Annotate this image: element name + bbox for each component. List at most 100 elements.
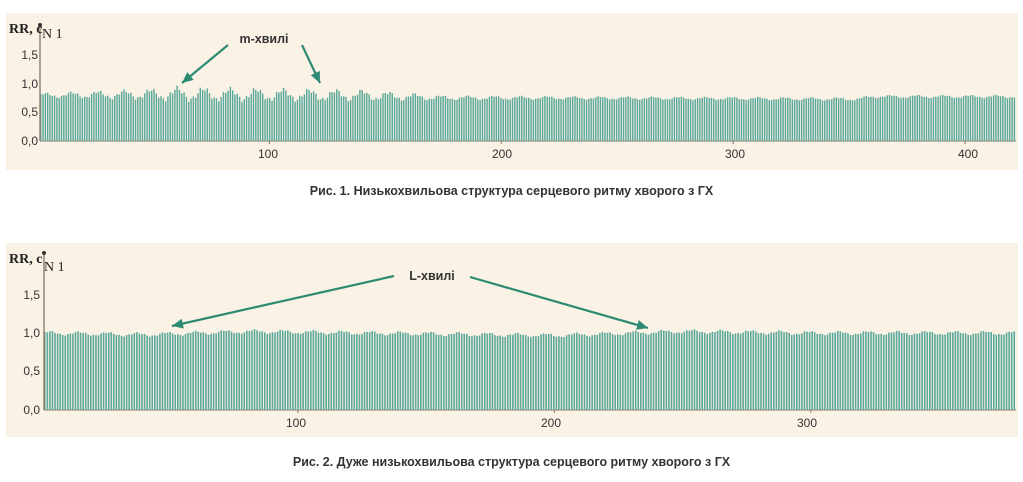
data-bar [696,330,698,410]
data-bar [215,333,217,410]
data-bar [240,333,243,410]
y-tick-label: 1,0 [23,326,40,340]
data-bar [92,334,95,410]
data-bar [837,98,840,141]
rr-interval-chart-2: RR, c N 1 1,5 1,0 0,5 0,0 100 200 300 L-… [9,251,1016,430]
data-bar [275,91,278,141]
data-bar [486,98,488,141]
data-bar [123,89,125,141]
data-bar [755,331,757,410]
data-bar [74,332,77,410]
data-bar [699,98,701,141]
data-bar [450,334,453,410]
data-bar [217,331,220,410]
data-bar [251,330,253,410]
data-bar [345,331,348,410]
data-bar [64,335,67,410]
data-bar [373,331,376,410]
data-bar [53,95,56,141]
data-bar [514,97,516,141]
data-bar [252,88,255,141]
data-bar [1013,331,1016,410]
data-bar [659,98,662,141]
data-bar [560,336,563,410]
data-bar [472,97,474,141]
data-bar [391,333,394,410]
data-bar [828,99,831,141]
data-bar [854,333,857,410]
y-tick-label: 0,5 [23,364,40,378]
y-tick-label: 0,5 [21,105,38,119]
data-bar [775,99,777,141]
data-bar [657,97,659,141]
data-bar [694,99,696,141]
data-bar [857,334,859,410]
data-bar [115,335,118,410]
data-bar [648,97,650,141]
data-bar [422,332,425,410]
x-tick-label: 200 [492,147,512,161]
data-bar [722,99,724,141]
data-bar [479,100,481,141]
y-tick-label: 1,0 [21,77,38,91]
data-bar [497,96,500,141]
data-bar [854,100,856,141]
data-bar [274,332,276,410]
data-bar [245,96,248,141]
data-bar [445,335,448,410]
data-bar [278,92,280,141]
data-bar [550,333,553,410]
data-bar [410,96,412,141]
data-bar [761,98,764,141]
data-bar [483,332,486,410]
data-bar [791,99,794,141]
data-bar [412,335,414,410]
data-bar [777,98,780,141]
data-bar [468,335,471,410]
data-bar [662,99,664,141]
data-bar [218,101,220,141]
chart-panel-2: RR, c N 1 1,5 1,0 0,5 0,0 100 200 300 L-… [6,243,1018,437]
data-bar [664,99,666,141]
data-bar [999,96,1002,141]
data-bar [212,333,215,410]
data-bar [551,96,553,141]
data-bar [867,332,870,410]
data-bar [951,97,953,141]
data-bar [234,94,236,141]
data-bar [120,335,123,410]
data-bar [923,96,925,141]
data-bar [257,91,259,141]
data-bar [443,336,445,410]
data-bar [363,331,366,410]
data-bar [829,332,831,410]
data-bar [420,334,422,410]
data-bar [997,95,999,141]
data-bar [225,330,228,410]
data-bar [419,96,421,141]
data-bar [72,333,74,410]
y-axis-label: RR, c [9,22,42,37]
data-bar [144,93,146,141]
data-bar [317,99,319,141]
data-bar [578,334,581,410]
data-bar [248,330,251,410]
data-bar [125,92,127,141]
data-bar [796,99,798,141]
data-bar [773,332,775,410]
data-bar [338,330,340,410]
data-bar [710,97,713,141]
data-bar [386,335,389,410]
data-bar [294,333,297,410]
data-bar [844,99,847,141]
data-bar [201,89,204,141]
data-bar [197,93,199,141]
data-bar [744,330,747,410]
data-bar [680,96,683,141]
data-bar [678,97,680,141]
data-bar [148,336,151,410]
y-axis-dot [38,23,42,27]
data-bar [983,98,986,141]
data-bar [574,96,576,141]
data-bar [266,98,269,141]
